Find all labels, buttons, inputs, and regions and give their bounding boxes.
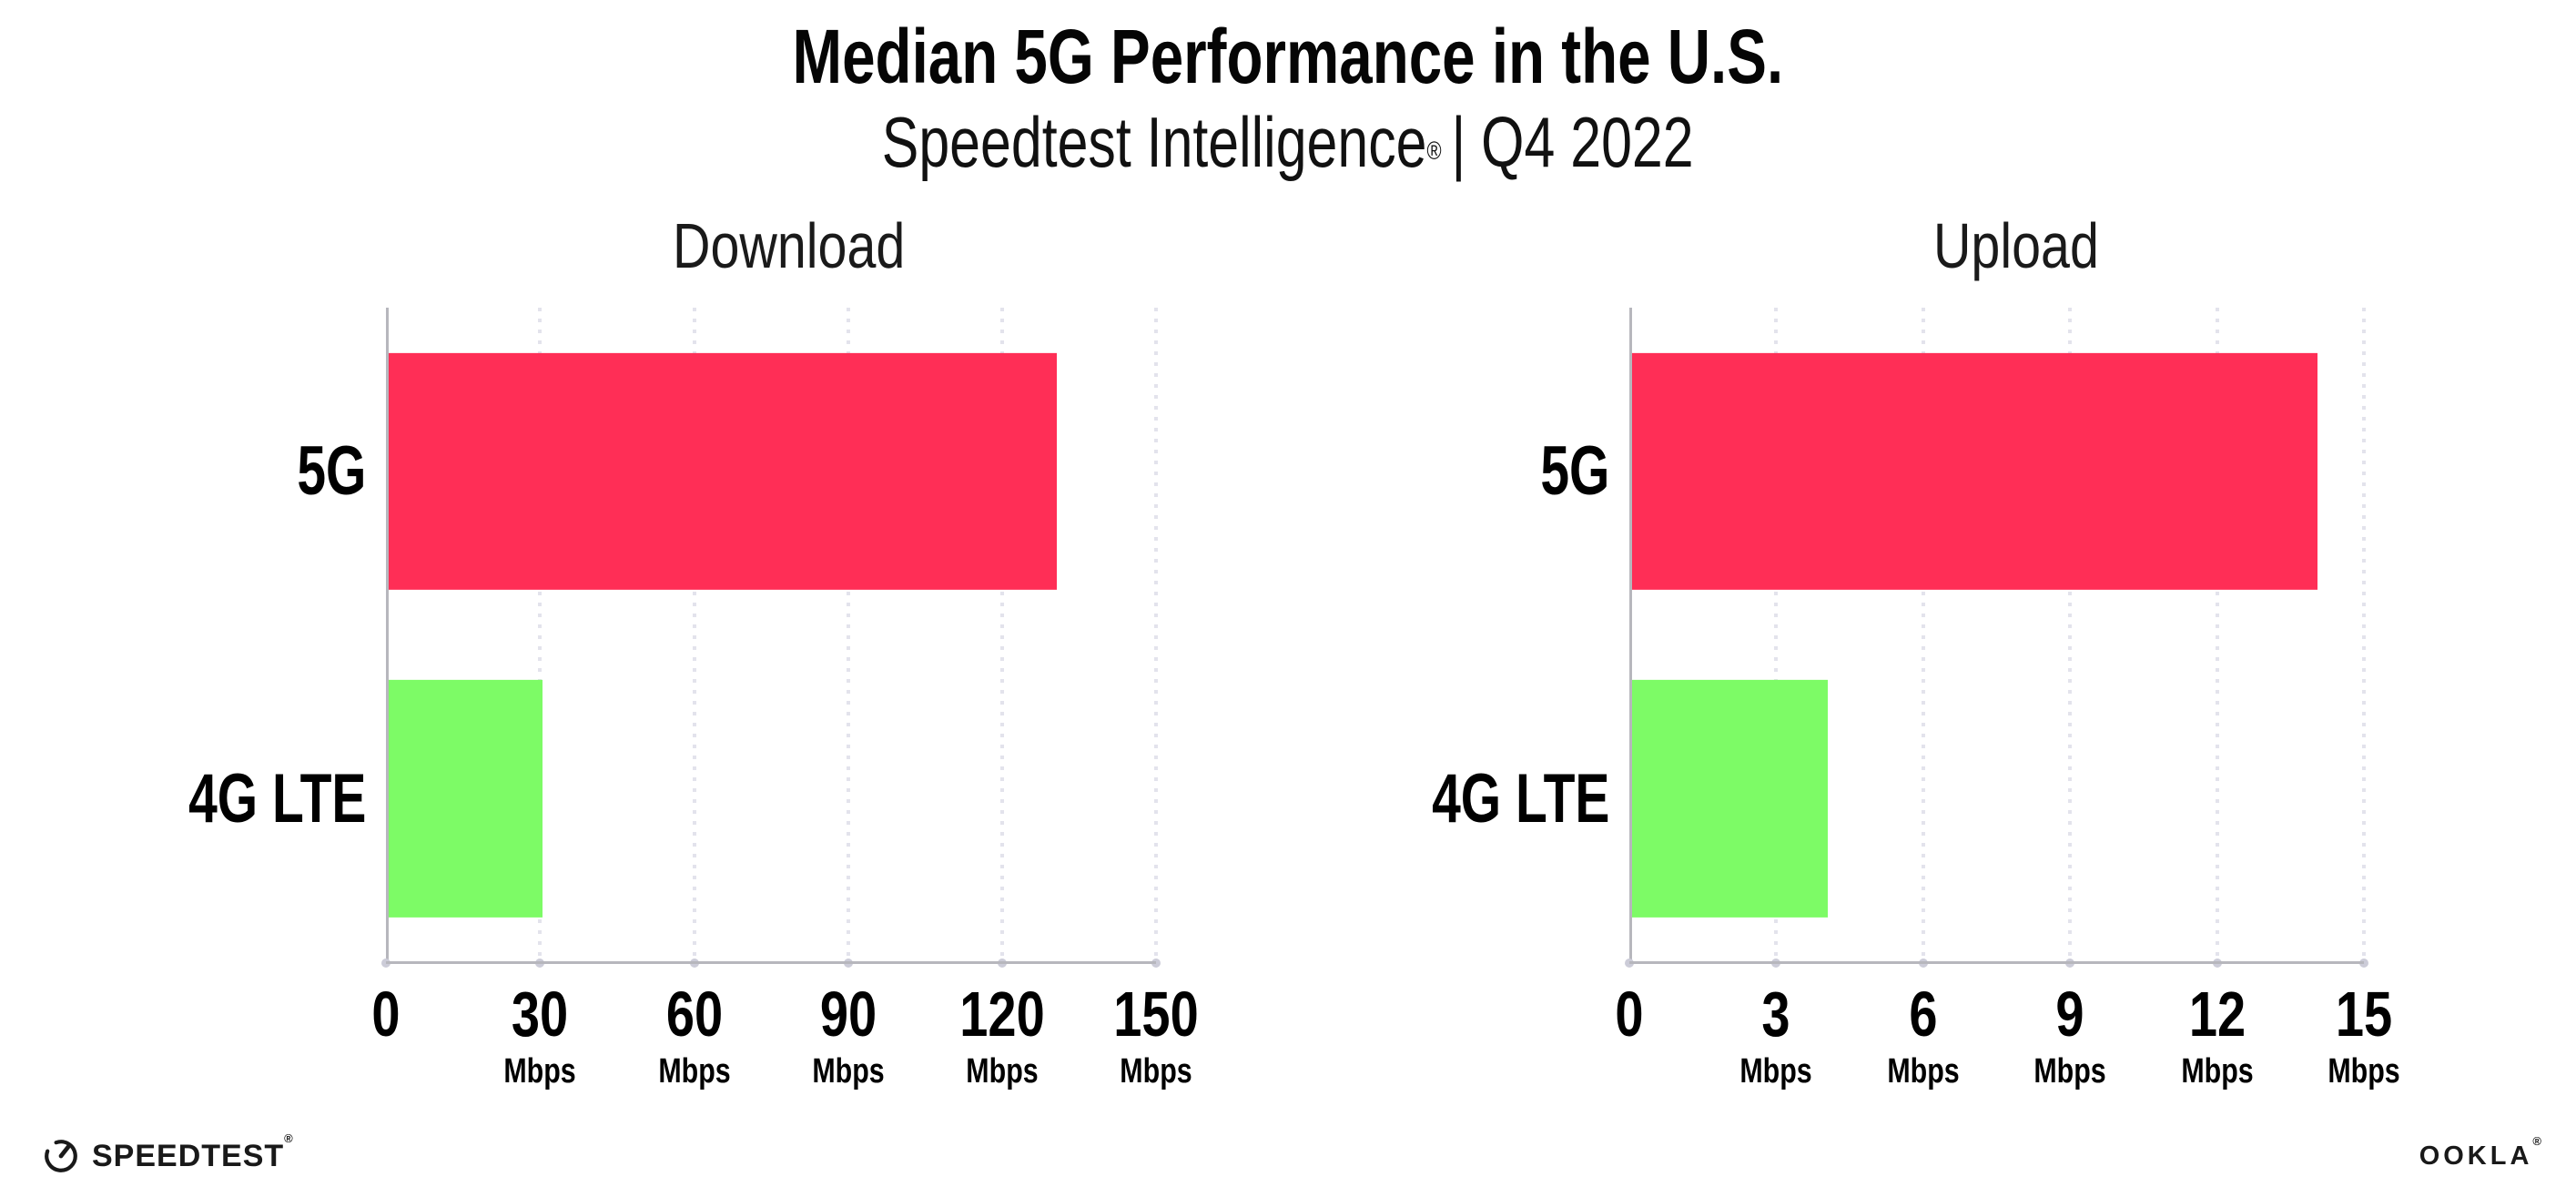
upload-category-axis: 5G 4G LTE [1192,308,1629,962]
speedtest-wordmark: SPEEDTEST® [92,1131,294,1173]
tick-value: 12 [2188,979,2246,1050]
speedtest-registered-mark: ® [284,1131,294,1145]
upload-chart: Upload 5G 4G LTE 0 3 Mbps 6 Mbps 9 Mbps 12 Mbps 15… [1192,211,2403,1126]
category-label: 4G LTE [1431,759,1609,837]
axis-tick-dot-15 [2358,959,2368,968]
download-value-axis: 0 30 Mbps 60 Mbps 90 Mbps 120 Mbps 150 Mbps [371,962,1199,1126]
registered-trademark-icon: ® [1426,137,1442,165]
subtitle: Speedtest Intelligence® | Q4 2022 [0,100,2576,184]
bar-4g-lte [389,680,543,918]
x-axis-line [1629,961,2364,964]
tick-unit: Mbps [1120,1052,1193,1090]
ookla-logo: OOKLA® [2419,1134,2545,1172]
header: Median 5G Performance in the U.S. Speedt… [0,0,2576,184]
bar-row [386,308,1192,635]
ookla-wordmark: OOKLA® [2419,1134,2545,1171]
bar-4g-lte [1632,680,1829,918]
tick-unit: Mbps [2180,1052,2254,1090]
tick-label-15: 15 Mbps [2318,982,2409,1090]
tick-label-12: 12 Mbps [2172,982,2262,1090]
tick-label-9: 9 Mbps [2025,982,2115,1090]
tick-value: 150 [1113,979,1200,1050]
tick-value: 15 [2335,979,2393,1050]
gridline-150 [1154,308,1159,962]
tick-value: 60 [665,979,723,1050]
tick-unit: Mbps [2328,1052,2400,1090]
subtitle-period: | Q4 2022 [1451,102,1694,182]
download-category-axis: 5G 4G LTE [86,308,386,962]
tick-label-90: 90 Mbps [803,982,893,1090]
download-plot-area [381,308,1192,968]
gridline-15 [2361,308,2366,962]
tick-label-0: 0 [1612,982,1648,1046]
bar-row [1629,308,2403,635]
subtitle-brand: Speedtest Intelligence [882,102,1427,182]
tick-label-60: 60 Mbps [649,982,739,1090]
charts-row: Download 5G 4G LTE 0 30 Mbps 60 Mbps 90 Mbps 120… [0,211,2576,1126]
tick-unit: Mbps [503,1052,576,1090]
x-axis-line [386,961,1157,964]
tick-value: 30 [512,979,569,1050]
upload-value-axis: 0 3 Mbps 6 Mbps 9 Mbps 12 Mbps 15 Mbps [1615,962,2403,1126]
bar-row [1629,635,2403,963]
category-label-row: 5G [86,308,386,635]
tick-unit: Mbps [966,1052,1039,1090]
speedtest-gauge-icon [45,1140,77,1172]
tick-label-6: 6 Mbps [1878,982,1968,1090]
gridline-9 [2068,308,2073,962]
tick-label-150: 150 Mbps [1103,982,1210,1090]
category-label-row: 4G LTE [1192,635,1629,963]
main-title-text: Median 5G Performance in the U.S. [792,14,1784,99]
tick-unit: Mbps [2033,1052,2106,1090]
tick-unit: Mbps [1887,1052,1960,1090]
gridline-12 [2215,308,2219,962]
category-label-row: 4G LTE [86,635,386,963]
category-label: 5G [296,432,366,511]
upload-chart-title: Upload [1933,210,2099,281]
gridline-90 [846,308,850,962]
ookla-registered-mark: ® [2532,1134,2545,1148]
tick-value: 0 [1615,979,1644,1050]
download-chart-body: 5G 4G LTE [86,308,1192,968]
tick-label-0: 0 [369,982,404,1046]
main-title: Median 5G Performance in the U.S. [0,0,2576,100]
bar-5g [389,352,1057,590]
tick-value: 90 [819,979,877,1050]
tick-value: 120 [959,979,1045,1050]
tick-value: 0 [371,979,401,1050]
upload-chart-body: 5G 4G LTE [1192,308,2403,968]
category-label-row: 5G [1192,308,1629,635]
gridline-3 [1774,308,1779,962]
download-chart-title: Download [673,210,906,281]
axis-tick-dot-150 [1151,959,1161,968]
tick-unit: Mbps [1739,1052,1813,1090]
tick-value: 9 [2055,979,2084,1050]
download-chart: Download 5G 4G LTE 0 30 Mbps 60 Mbps 90 Mbps 120… [86,210,1200,1126]
gridline-30 [538,308,543,962]
upload-plot-area [1625,308,2403,968]
infographic: Median 5G Performance in the U.S. Speedt… [0,0,2576,1173]
gridline-60 [692,308,696,962]
bar-5g [1632,352,2318,590]
gridline-6 [1921,308,1925,962]
tick-label-3: 3 Mbps [1731,982,1821,1090]
tick-label-30: 30 Mbps [495,982,585,1090]
bar-row [386,635,1192,963]
tick-value: 6 [1909,979,1938,1050]
tick-value: 3 [1761,979,1790,1050]
tick-label-120: 120 Mbps [949,982,1056,1090]
tick-unit: Mbps [812,1052,885,1090]
speedtest-logo: SPEEDTEST® [42,1131,294,1175]
gridline-120 [1000,308,1005,962]
tick-unit: Mbps [657,1052,731,1090]
category-label: 4G LTE [188,759,366,837]
category-label: 5G [1539,432,1609,511]
